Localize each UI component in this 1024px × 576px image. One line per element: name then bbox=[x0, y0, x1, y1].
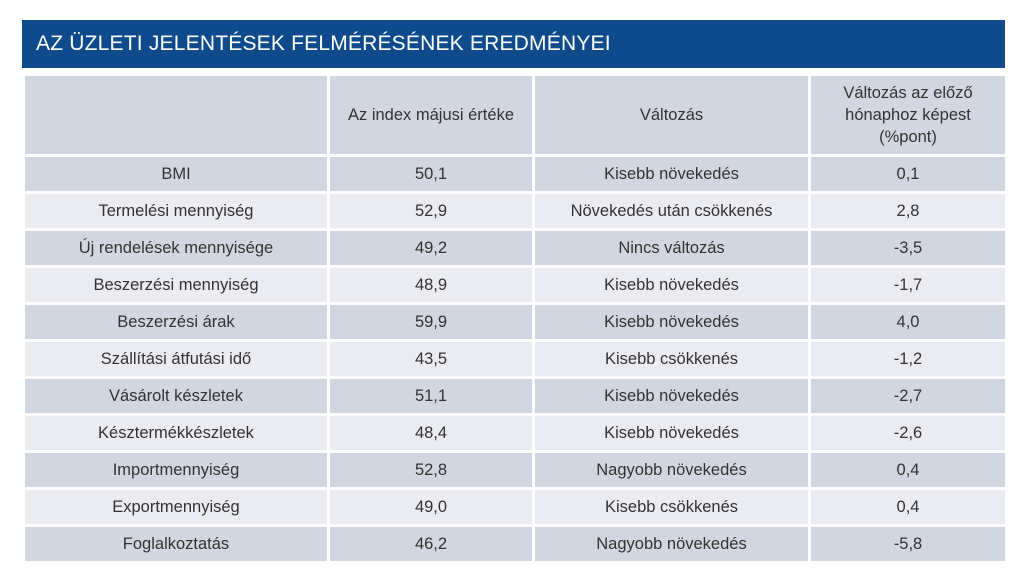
table-row: BMI 50,1 Kisebb növekedés 0,1 bbox=[25, 157, 1005, 191]
indicator-cell: Új rendelések mennyisége bbox=[25, 231, 327, 265]
table-row: Beszerzési mennyiség 48,9 Kisebb növekedés… bbox=[25, 268, 1005, 302]
header-change-pct-label: Változás az előző hónaphoz képest (%pont… bbox=[843, 84, 973, 146]
table-row: Foglalkoztatás 46,2 Nagyobb növekedés -5,8 bbox=[25, 527, 1005, 561]
indicator-cell: Exportmennyiség bbox=[25, 490, 327, 524]
results-table: Az index májusi értéke Változás Változás… bbox=[22, 73, 1008, 564]
table-row: Termelési mennyiség 52,9 Növekedés után cs… bbox=[25, 194, 1005, 228]
change-pct-cell: 0,4 bbox=[811, 453, 1005, 487]
change-cell: Kisebb növekedés bbox=[535, 268, 808, 302]
change-cell: Nincs változás bbox=[535, 231, 808, 265]
table-row: Exportmennyiség 49,0 Kisebb csökkenés 0,4 bbox=[25, 490, 1005, 524]
change-cell: Nagyobb növekedés bbox=[535, 453, 808, 487]
change-pct-cell: -5,8 bbox=[811, 527, 1005, 561]
change-cell: Kisebb csökkenés bbox=[535, 342, 808, 376]
header-row: Az index májusi értéke Változás Változás… bbox=[25, 76, 1005, 154]
header-change-pct: Változás az előző hónaphoz képest (%pont… bbox=[811, 76, 1005, 154]
table-row: Importmennyiség 52,8 Nagyobb növekedés 0,4 bbox=[25, 453, 1005, 487]
table-row: Új rendelések mennyisége 49,2 Nincs változ… bbox=[25, 231, 1005, 265]
index-value-cell: 43,5 bbox=[330, 342, 532, 376]
indicator-cell: Importmennyiség bbox=[25, 453, 327, 487]
index-value-cell: 59,9 bbox=[330, 305, 532, 339]
indicator-cell: Késztermékkészletek bbox=[25, 416, 327, 450]
change-pct-cell: -1,2 bbox=[811, 342, 1005, 376]
change-pct-cell: 0,1 bbox=[811, 157, 1005, 191]
table-row: Vásárolt készletek 51,1 Kisebb növekedés -2… bbox=[25, 379, 1005, 413]
change-pct-cell: -1,7 bbox=[811, 268, 1005, 302]
table-row: Szállítási átfutási idő 43,5 Kisebb csökke… bbox=[25, 342, 1005, 376]
change-pct-cell: 4,0 bbox=[811, 305, 1005, 339]
header-indicator bbox=[25, 76, 327, 154]
index-value-cell: 46,2 bbox=[330, 527, 532, 561]
index-value-cell: 52,9 bbox=[330, 194, 532, 228]
indicator-cell: Beszerzési árak bbox=[25, 305, 327, 339]
change-pct-cell: -2,7 bbox=[811, 379, 1005, 413]
indicator-cell: Termelési mennyiség bbox=[25, 194, 327, 228]
header-may-index: Az index májusi értéke bbox=[330, 76, 532, 154]
indicator-cell: Vásárolt készletek bbox=[25, 379, 327, 413]
change-pct-cell: -2,6 bbox=[811, 416, 1005, 450]
change-cell: Növekedés után csökkenés bbox=[535, 194, 808, 228]
index-value-cell: 48,9 bbox=[330, 268, 532, 302]
change-cell: Nagyobb növekedés bbox=[535, 527, 808, 561]
index-value-cell: 52,8 bbox=[330, 453, 532, 487]
indicator-cell: BMI bbox=[25, 157, 327, 191]
index-value-cell: 51,1 bbox=[330, 379, 532, 413]
change-cell: Kisebb növekedés bbox=[535, 416, 808, 450]
header-change: Változás bbox=[535, 76, 808, 154]
table-row: Késztermékkészletek 48,4 Kisebb növekedés -… bbox=[25, 416, 1005, 450]
indicator-cell: Szállítási átfutási idő bbox=[25, 342, 327, 376]
change-pct-cell: 0,4 bbox=[811, 490, 1005, 524]
index-value-cell: 49,2 bbox=[330, 231, 532, 265]
page-title: AZ ÜZLETI JELENTÉSEK FELMÉRÉSÉNEK EREDMÉ… bbox=[22, 20, 1005, 68]
indicator-cell: Foglalkoztatás bbox=[25, 527, 327, 561]
change-cell: Kisebb növekedés bbox=[535, 157, 808, 191]
change-pct-cell: -3,5 bbox=[811, 231, 1005, 265]
change-cell: Kisebb növekedés bbox=[535, 379, 808, 413]
change-cell: Kisebb csökkenés bbox=[535, 490, 808, 524]
table-row: Beszerzési árak 59,9 Kisebb növekedés 4,0 bbox=[25, 305, 1005, 339]
change-pct-cell: 2,8 bbox=[811, 194, 1005, 228]
index-value-cell: 48,4 bbox=[330, 416, 532, 450]
index-value-cell: 50,1 bbox=[330, 157, 532, 191]
change-cell: Kisebb növekedés bbox=[535, 305, 808, 339]
index-value-cell: 49,0 bbox=[330, 490, 532, 524]
indicator-cell: Beszerzési mennyiség bbox=[25, 268, 327, 302]
